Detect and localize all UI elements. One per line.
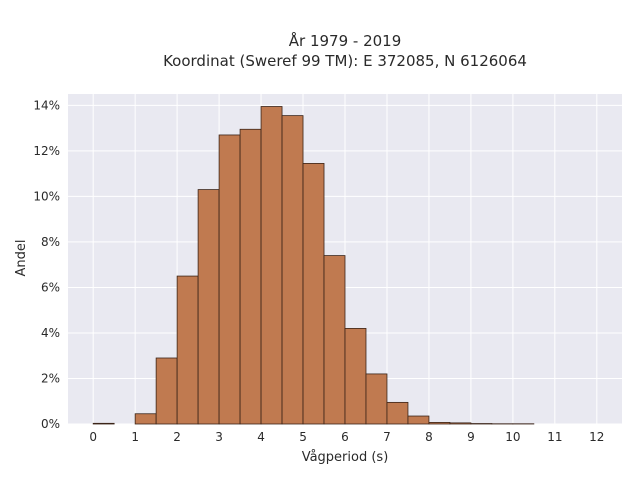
y-axis-label: Andel bbox=[14, 240, 29, 277]
y-tick-label: 2% bbox=[41, 371, 60, 385]
y-tick-label: 6% bbox=[41, 280, 60, 294]
x-tick-label: 2 bbox=[173, 430, 181, 444]
y-tick-label: 4% bbox=[41, 326, 60, 340]
y-tick-label: 0% bbox=[41, 417, 60, 431]
x-axis-label: Vågperiod (s) bbox=[302, 450, 389, 465]
y-tick-label: 10% bbox=[33, 189, 60, 203]
x-tick-label: 3 bbox=[215, 430, 223, 444]
histogram-bar bbox=[239, 128, 262, 425]
y-tick-label: 14% bbox=[33, 98, 60, 112]
histogram-bar bbox=[155, 357, 178, 425]
histogram-bar bbox=[92, 422, 115, 425]
histogram-bar bbox=[197, 189, 220, 425]
x-tick-label: 11 bbox=[547, 430, 562, 444]
x-tick-label: 4 bbox=[257, 430, 265, 444]
x-tick-label: 9 bbox=[467, 430, 475, 444]
x-tick-label: 7 bbox=[383, 430, 391, 444]
histogram-bar bbox=[218, 134, 241, 425]
chart-title-line2: Koordinat (Sweref 99 TM): E 372085, N 61… bbox=[163, 52, 527, 70]
x-tick-label: 10 bbox=[505, 430, 520, 444]
histogram-bar bbox=[428, 422, 451, 425]
histogram-bar bbox=[260, 106, 283, 425]
histogram-bar bbox=[344, 328, 367, 425]
histogram-bar bbox=[407, 415, 430, 425]
histogram-bar bbox=[365, 373, 388, 425]
x-tick-label: 1 bbox=[131, 430, 139, 444]
histogram-bar bbox=[176, 275, 199, 425]
histogram-bar bbox=[323, 255, 346, 425]
axis-ticks: 0 1 2 3 4 5 6 7 8 9 10 11 120%2%4%6%8%10%12%14% bbox=[33, 98, 604, 444]
x-tick-label: 0 bbox=[89, 430, 97, 444]
x-tick-label: 8 bbox=[425, 430, 433, 444]
histogram-bar bbox=[302, 163, 325, 425]
x-tick-label: 5 bbox=[299, 430, 307, 444]
x-tick-label: 12 bbox=[589, 430, 604, 444]
histogram-bar bbox=[134, 413, 157, 425]
x-tick-label: 6 bbox=[341, 430, 349, 444]
chart-title-line1: År 1979 - 2019 bbox=[289, 31, 402, 50]
y-tick-label: 12% bbox=[33, 144, 60, 158]
histogram-bar bbox=[449, 422, 472, 425]
histogram-bar bbox=[386, 401, 409, 425]
histogram-bar bbox=[281, 115, 304, 425]
y-tick-label: 8% bbox=[41, 235, 60, 249]
histogram-bars bbox=[92, 106, 535, 425]
